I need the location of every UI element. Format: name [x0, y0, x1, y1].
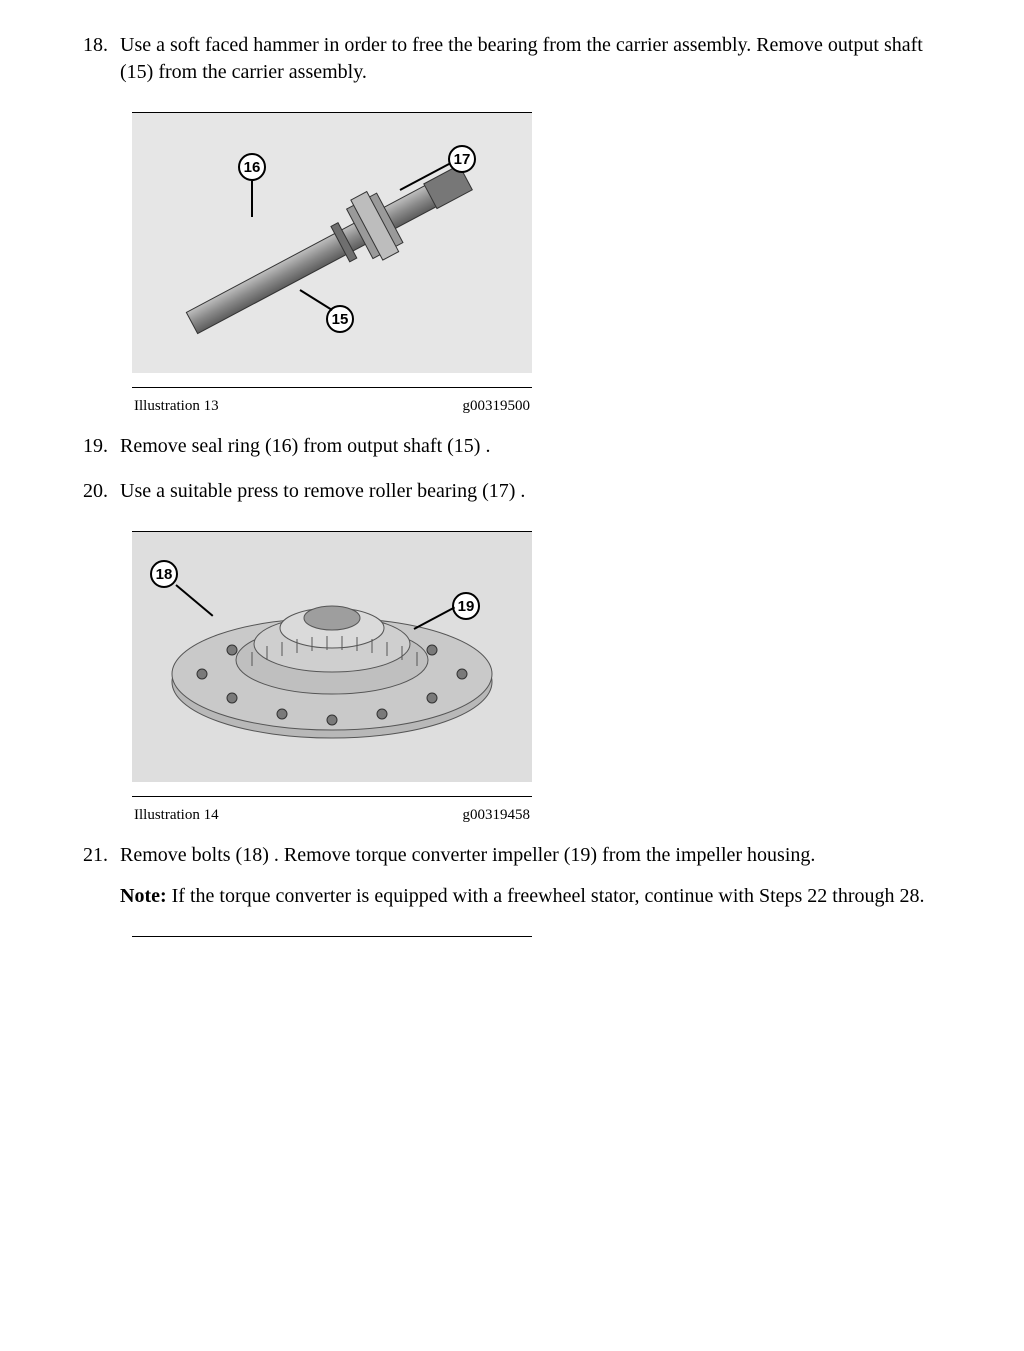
step-21-text: Remove bolts (18) . Remove torque conver… — [120, 842, 952, 869]
step-19: 19. Remove seal ring (16) from output sh… — [72, 433, 952, 460]
step-21-note: Note: If the torque converter is equippe… — [120, 883, 952, 910]
step-text: Use a suitable press to remove roller be… — [120, 478, 952, 505]
step-20: 20. Use a suitable press to remove rolle… — [72, 478, 952, 824]
step-number: 18. — [72, 32, 120, 59]
step-number: 20. — [72, 478, 120, 505]
callout-18: 18 — [150, 560, 178, 588]
figure-next-partial — [132, 936, 532, 937]
figure-14-image: 18 19 — [132, 532, 532, 782]
callout-19: 19 — [452, 592, 480, 620]
note-text: If the torque converter is equipped with… — [167, 885, 925, 907]
figure-13-caption-right: g00319500 — [463, 398, 531, 415]
torque-converter-drawing — [132, 532, 532, 782]
callout-16: 16 — [238, 153, 266, 181]
callout-16-bubble: 16 — [238, 153, 266, 181]
step-21: 21. Remove bolts (18) . Remove torque co… — [72, 842, 952, 937]
figure-13: 16 17 15 Illustration 13 g0031 — [132, 112, 532, 415]
page: 18. Use a soft faced hammer in order to … — [0, 0, 1024, 1351]
procedure-steps: 18. Use a soft faced hammer in order to … — [72, 32, 952, 937]
step-18-text: Use a soft faced hammer in order to free… — [120, 32, 952, 86]
callout-19-bubble: 19 — [452, 592, 480, 620]
figure-14-caption: Illustration 14 g00319458 — [132, 797, 532, 824]
step-number: 21. — [72, 842, 120, 869]
step-18: 18. Use a soft faced hammer in order to … — [72, 32, 952, 415]
figure-13-caption-left: Illustration 13 — [134, 398, 219, 415]
figure-13-caption: Illustration 13 g00319500 — [132, 388, 532, 415]
figure-13-image: 16 17 15 — [132, 113, 532, 373]
step-19-text: Remove seal ring (16) from output shaft … — [120, 433, 952, 460]
note-label: Note: — [120, 885, 167, 907]
step-number: 19. — [72, 433, 120, 460]
step-text: Use a soft faced hammer in order to free… — [120, 32, 952, 86]
step-text: Remove bolts (18) . Remove torque conver… — [120, 842, 952, 910]
step-text: Remove seal ring (16) from output shaft … — [120, 433, 952, 460]
callout-16-leader — [251, 181, 253, 217]
figure-14: 18 19 Illustration 14 g00319458 — [132, 531, 532, 824]
callout-17: 17 — [448, 145, 476, 173]
figure-14-caption-left: Illustration 14 — [134, 807, 219, 824]
step-20-text: Use a suitable press to remove roller be… — [120, 478, 952, 505]
figure-14-caption-right: g00319458 — [463, 807, 531, 824]
callout-18-bubble: 18 — [150, 560, 178, 588]
figure-rule-top — [132, 936, 532, 937]
callout-17-bubble: 17 — [448, 145, 476, 173]
